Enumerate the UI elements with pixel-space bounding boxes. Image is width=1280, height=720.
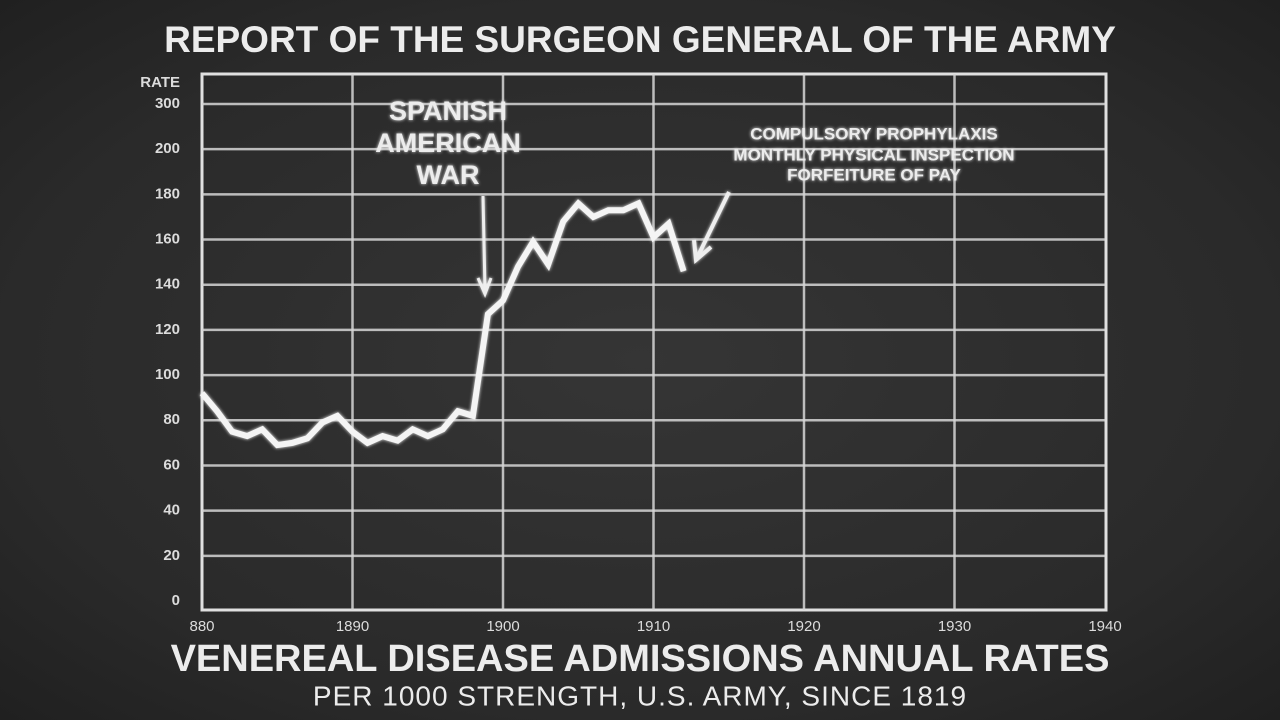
chart-caption: PER 1000 STRENGTH, U.S. ARMY, SINCE 1819 xyxy=(313,680,967,711)
x-tick-label: 1910 xyxy=(637,618,670,635)
y-tick-label: 60 xyxy=(163,456,180,473)
y-tick-label: 40 xyxy=(163,502,180,519)
y-tick-label: 140 xyxy=(155,276,180,293)
annotation-text: AMERICAN xyxy=(375,128,521,158)
x-tick-label: 880 xyxy=(189,618,214,635)
y-tick-label: 300 xyxy=(155,95,180,112)
y-tick-label: 120 xyxy=(155,321,180,338)
data-line xyxy=(199,199,687,449)
x-tick-label: 1940 xyxy=(1088,618,1121,635)
y-tick-label: 80 xyxy=(163,411,180,428)
x-tick-label: 1890 xyxy=(336,618,369,635)
y-tick-label: 200 xyxy=(155,140,180,157)
x-tick-label: 1900 xyxy=(486,618,519,635)
y-tick-label: 100 xyxy=(155,366,180,383)
annotation-text: SPANISH xyxy=(389,96,507,126)
chart-title: REPORT OF THE SURGEON GENERAL OF THE ARM… xyxy=(164,19,1116,60)
annotation-arrow xyxy=(476,195,493,298)
y-tick-label: 160 xyxy=(155,231,180,248)
annotation-arrow xyxy=(692,191,731,265)
annotation-text: MONTHLY PHYSICAL INSPECTION xyxy=(733,145,1014,164)
annotation-text: WAR xyxy=(417,160,480,190)
y-axis-label: RATE xyxy=(140,74,180,91)
x-tick-label: 1930 xyxy=(938,618,971,635)
y-tick-label: 20 xyxy=(163,547,180,564)
y-tick-label: 0 xyxy=(172,592,180,609)
x-tick-label: 1920 xyxy=(787,618,820,635)
y-tick-label: 180 xyxy=(155,185,180,202)
chart-subtitle: VENEREAL DISEASE ADMISSIONS ANNUAL RATES xyxy=(171,638,1110,680)
annotations: SPANISH AMERICAN WAR COMPULSORY PROPHYLA… xyxy=(375,96,1015,298)
annotation-text: FORFEITURE OF PAY xyxy=(787,165,961,184)
annotation-text: COMPULSORY PROPHYLAXIS xyxy=(750,124,997,143)
